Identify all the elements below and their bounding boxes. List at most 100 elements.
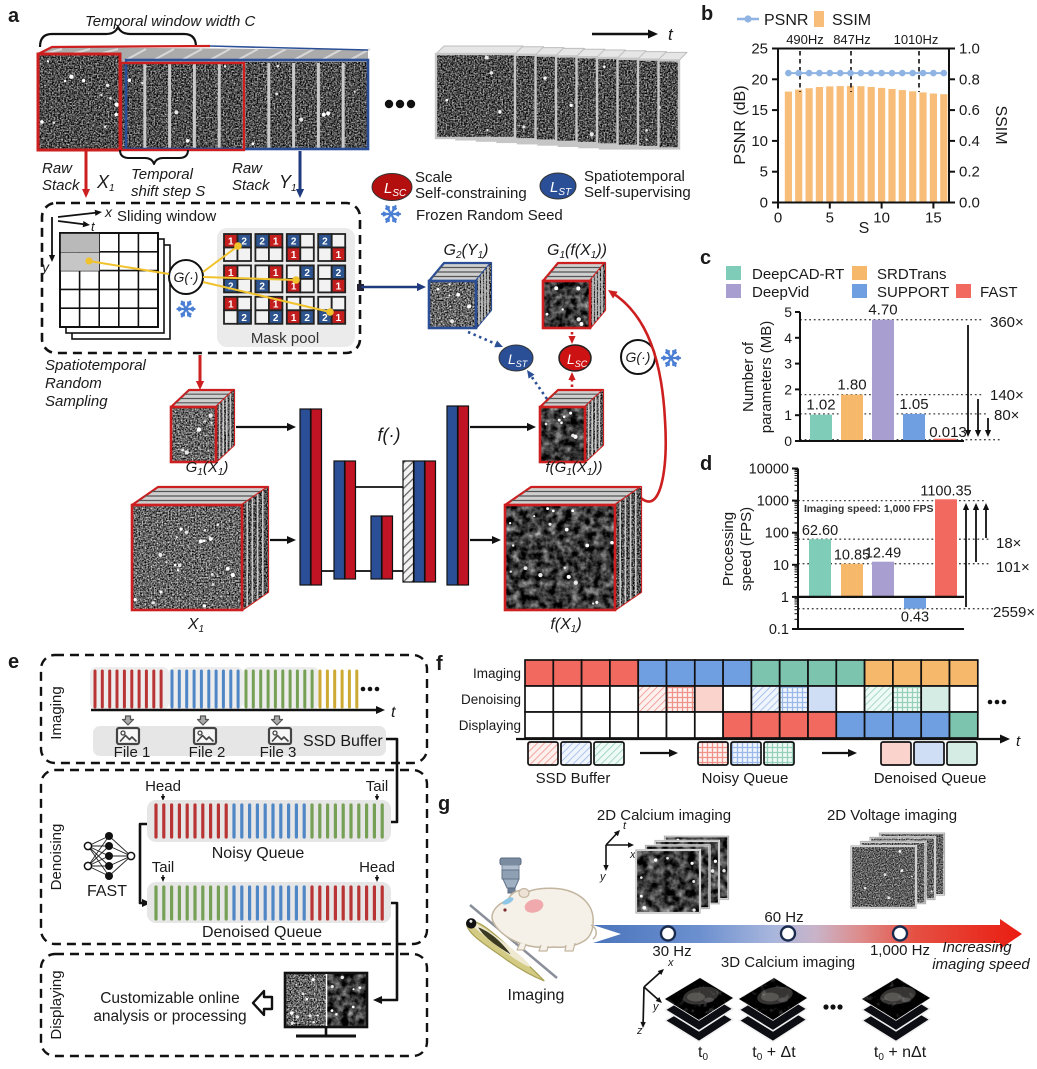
- svg-text:G1(f(X1)): G1(f(X1)): [547, 242, 607, 261]
- svg-text:100: 100: [765, 526, 789, 542]
- svg-text:25: 25: [751, 41, 768, 58]
- svg-text:PSNR (dB): PSNR (dB): [732, 85, 749, 164]
- svg-text:SSD Buffer: SSD Buffer: [536, 770, 611, 787]
- svg-text:x: x: [667, 957, 674, 969]
- svg-text:Sampling: Sampling: [45, 393, 108, 410]
- svg-text:0.6: 0.6: [959, 102, 980, 119]
- svg-text:2D Voltage imaging: 2D Voltage imaging: [827, 807, 957, 824]
- svg-text:SSIM: SSIM: [992, 105, 1009, 144]
- svg-text:Number of: Number of: [740, 341, 757, 412]
- svg-text:0.2: 0.2: [959, 164, 980, 181]
- svg-text:1,000 Hz: 1,000 Hz: [870, 942, 930, 959]
- svg-text:Imaging: Imaging: [508, 987, 565, 1004]
- svg-text:2D Calcium imaging: 2D Calcium imaging: [597, 807, 731, 824]
- svg-text:Tail: Tail: [366, 778, 389, 795]
- svg-text:Tail: Tail: [152, 859, 175, 876]
- svg-text:G1(X1): G1(X1): [186, 459, 229, 478]
- svg-text:80×: 80×: [994, 407, 1019, 424]
- svg-text:FAST: FAST: [87, 883, 127, 900]
- svg-text:Temporal window width C: Temporal window width C: [85, 13, 256, 30]
- svg-text:3D Calcium imaging: 3D Calcium imaging: [721, 954, 855, 971]
- svg-text:X1: X1: [96, 172, 115, 194]
- svg-text:2: 2: [784, 381, 792, 397]
- svg-text:10: 10: [751, 133, 768, 150]
- svg-text:Processing: Processing: [720, 512, 737, 586]
- svg-text:PSNR: PSNR: [764, 12, 808, 29]
- svg-text:2: 2: [291, 237, 297, 248]
- svg-text:f: f: [436, 653, 443, 675]
- svg-text:3: 3: [784, 356, 792, 372]
- svg-text:SRDTrans: SRDTrans: [877, 266, 946, 283]
- svg-text:1000: 1000: [757, 494, 789, 510]
- svg-text:1: 1: [228, 237, 234, 248]
- svg-text:Denoised Queue: Denoised Queue: [874, 770, 987, 787]
- svg-text:Stack: Stack: [42, 177, 81, 194]
- svg-text:Spatiotemporal: Spatiotemporal: [45, 357, 147, 374]
- svg-text:2: 2: [241, 313, 247, 324]
- svg-text:imaging speed: imaging speed: [932, 956, 1030, 973]
- svg-text:847Hz: 847Hz: [833, 32, 871, 47]
- svg-text:2: 2: [259, 281, 265, 292]
- svg-text:Displaying: Displaying: [48, 970, 65, 1039]
- svg-text:t: t: [1016, 733, 1021, 750]
- svg-text:f(G1(X1)): f(G1(X1)): [546, 459, 603, 478]
- svg-text:Denoised Queue: Denoised Queue: [202, 924, 322, 941]
- svg-text:Raw: Raw: [42, 160, 73, 177]
- svg-text:y: y: [652, 1001, 660, 1013]
- svg-text:G(·): G(·): [626, 349, 651, 365]
- svg-text:File 2: File 2: [189, 744, 226, 761]
- svg-text:Spatiotemporal: Spatiotemporal: [584, 168, 685, 185]
- svg-text:2: 2: [322, 313, 328, 324]
- svg-text:c: c: [700, 247, 711, 269]
- svg-text:y: y: [41, 259, 50, 275]
- svg-text:z: z: [636, 1025, 643, 1037]
- svg-text:1: 1: [273, 237, 279, 248]
- svg-text:490Hz: 490Hz: [786, 32, 824, 47]
- svg-text:t0: t0: [698, 1044, 708, 1063]
- svg-text:Sliding window: Sliding window: [117, 208, 216, 225]
- svg-text:1: 1: [228, 268, 234, 279]
- svg-text:2: 2: [259, 237, 265, 248]
- svg-text:Temporal: Temporal: [131, 166, 194, 183]
- svg-text:Noisy Queue: Noisy Queue: [212, 845, 305, 862]
- svg-text:0: 0: [760, 195, 768, 212]
- svg-text:f(·): f(·): [378, 425, 401, 445]
- svg-text:S: S: [859, 220, 870, 237]
- svg-text:Displaying: Displaying: [459, 718, 521, 733]
- svg-text:Self-constraining: Self-constraining: [415, 185, 527, 202]
- svg-text:y: y: [599, 871, 607, 883]
- svg-text:Imaging speed: 1,000 FPS: Imaging speed: 1,000 FPS: [804, 503, 934, 515]
- svg-text:Y1: Y1: [279, 172, 297, 194]
- svg-text:2559×: 2559×: [993, 604, 1035, 621]
- svg-text:5: 5: [784, 304, 792, 320]
- svg-text:x: x: [629, 849, 636, 861]
- svg-text:X1: X1: [187, 616, 204, 635]
- svg-text:a: a: [8, 5, 20, 27]
- svg-text:Imaging: Imaging: [48, 686, 65, 739]
- svg-text:0.8: 0.8: [959, 71, 980, 88]
- svg-text:Denoising: Denoising: [461, 692, 521, 707]
- svg-text:4.70: 4.70: [868, 302, 897, 319]
- svg-text:1.05: 1.05: [899, 396, 928, 413]
- svg-text:Head: Head: [145, 778, 181, 795]
- svg-text:Customizable online: Customizable online: [100, 990, 240, 1007]
- svg-text:analysis or processing: analysis or processing: [93, 1008, 246, 1025]
- svg-text:Head: Head: [359, 859, 395, 876]
- svg-text:1: 1: [273, 299, 279, 310]
- svg-text:10: 10: [773, 558, 789, 574]
- svg-text:t0 + Δt: t0 + Δt: [752, 1044, 796, 1063]
- svg-text:Self-supervising: Self-supervising: [584, 184, 691, 201]
- svg-text:Denoising: Denoising: [48, 824, 65, 891]
- svg-text:5: 5: [760, 164, 768, 181]
- svg-text:60 Hz: 60 Hz: [764, 909, 803, 926]
- svg-text:t: t: [91, 219, 96, 234]
- svg-text:10.85: 10.85: [834, 548, 870, 564]
- svg-text:File 1: File 1: [114, 744, 151, 761]
- svg-text:0: 0: [774, 210, 782, 227]
- svg-text:1: 1: [336, 313, 342, 324]
- svg-text:Increasing: Increasing: [942, 939, 1012, 956]
- svg-text:File 3: File 3: [260, 744, 297, 761]
- svg-text:5: 5: [826, 210, 834, 227]
- svg-text:0.43: 0.43: [901, 610, 929, 626]
- svg-text:e: e: [8, 651, 19, 673]
